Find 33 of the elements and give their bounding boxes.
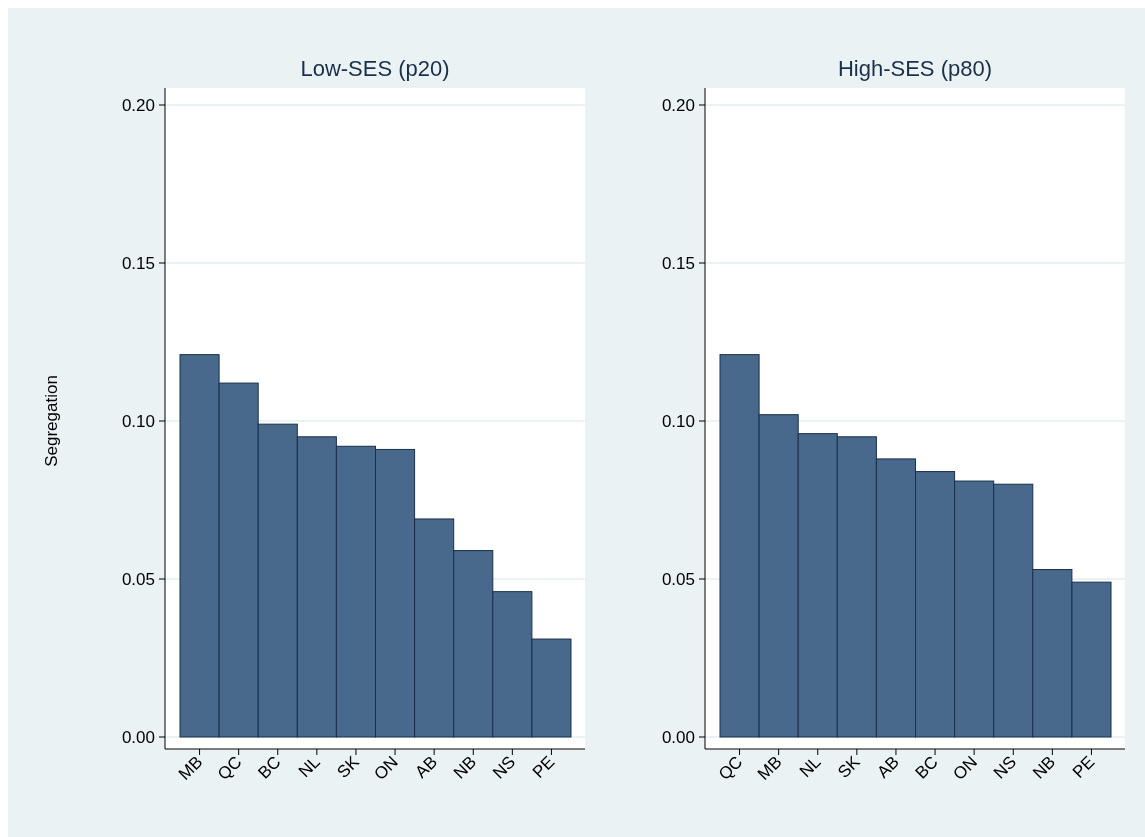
y-axis-title: Segregation <box>42 375 61 467</box>
x-tick-label: AB <box>411 752 441 782</box>
x-tick-label: QC <box>714 752 747 784</box>
x-tick-label: NL <box>294 752 324 782</box>
y-tick-label: 0.15 <box>661 253 695 273</box>
x-tick-label: MB <box>754 752 786 784</box>
y-tick-label: 0.00 <box>661 727 695 747</box>
x-tick-label: NB <box>449 752 481 783</box>
x-tick-label: NL <box>795 752 825 782</box>
x-tick-label: MB <box>174 752 207 784</box>
x-tick-label: SK <box>834 751 865 782</box>
x-tick-label: PE <box>528 752 559 782</box>
x-tick-label: BC <box>911 752 942 783</box>
x-tick-label: AB <box>873 752 903 782</box>
y-tick-label: 0.10 <box>121 411 155 431</box>
y-tick-label: 0.15 <box>121 253 155 273</box>
y-tick-label: 0.10 <box>661 411 695 431</box>
x-tick-label: QC <box>214 752 246 784</box>
x-tick-label: NS <box>989 752 1021 783</box>
y-tick-label: 0.20 <box>661 95 695 115</box>
y-tick-label: 0.05 <box>661 569 695 589</box>
x-tick-label: BC <box>254 752 285 783</box>
chart-title: Low-SES (p20) <box>300 56 450 81</box>
y-tick-label: 0.20 <box>121 95 155 115</box>
x-tick-label: NB <box>1029 752 1060 783</box>
x-tick-label: SK <box>333 751 364 782</box>
x-tick-label: NS <box>489 752 520 783</box>
y-tick-label: 0.00 <box>121 727 155 747</box>
x-tick-label: ON <box>949 752 981 784</box>
chart-title: High-SES (p80) <box>837 56 993 81</box>
y-tick-label: 0.05 <box>121 569 155 589</box>
x-tick-label: ON <box>370 752 402 784</box>
x-tick-label: PE <box>1068 752 1099 782</box>
